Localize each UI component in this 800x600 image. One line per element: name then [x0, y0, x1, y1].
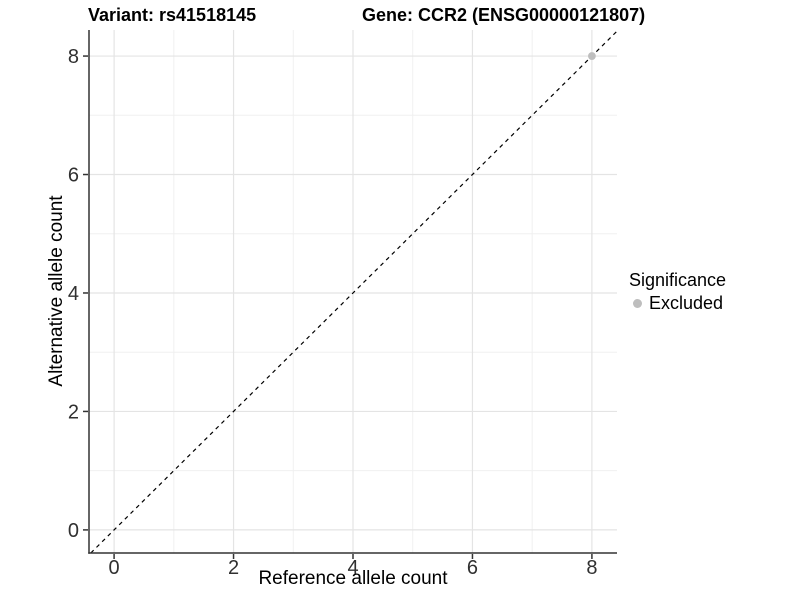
axis-ticks — [83, 55, 593, 559]
y-tick-label: 8 — [68, 46, 79, 68]
legend-title: Significance — [629, 270, 727, 290]
y-tick-label: 6 — [68, 165, 79, 187]
legend-entry-excluded: Excluded — [629, 293, 726, 314]
x-tick-label: 0 — [109, 557, 120, 579]
legend-point-icon — [633, 299, 642, 308]
y-tick-labels: 0 2 4 6 8 — [68, 46, 79, 542]
y-tick-label: 0 — [68, 520, 79, 542]
plot-title-variant: Variant: rs41518145 — [88, 5, 257, 25]
legend: Significance Excluded — [629, 270, 726, 314]
legend-key-box — [629, 295, 646, 313]
plot-title-gene: Gene: CCR2 (ENSG00000121807) — [362, 5, 646, 25]
grid-major — [89, 30, 617, 553]
y-tick-label: 4 — [68, 283, 79, 305]
axis-lines — [88, 30, 617, 554]
y-tick-label: 2 — [68, 401, 79, 423]
y-axis-title: Alternative allele count — [46, 195, 67, 387]
legend-entry-label: Excluded — [649, 293, 724, 313]
data-point-excluded — [588, 52, 596, 60]
identity-reference-line — [90, 30, 618, 554]
x-axis-title: Reference allele count — [258, 568, 448, 589]
x-tick-label: 4 — [347, 557, 358, 579]
x-tick-labels: 0 2 4 6 8 — [109, 557, 598, 579]
x-tick-label: 6 — [467, 557, 478, 579]
x-tick-label: 8 — [586, 557, 597, 579]
x-tick-label: 2 — [228, 557, 239, 579]
